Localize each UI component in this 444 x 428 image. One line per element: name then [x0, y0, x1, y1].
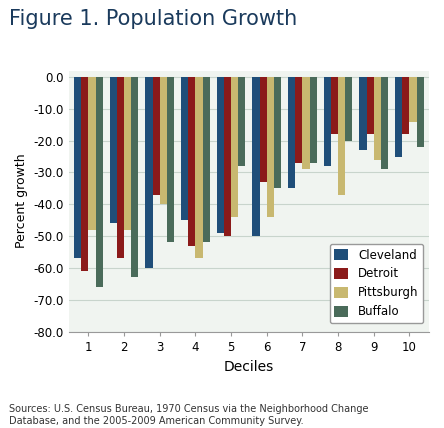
Bar	[195, 77, 202, 259]
Bar	[367, 77, 374, 134]
Bar	[167, 77, 174, 242]
Bar	[274, 77, 281, 188]
Bar	[345, 77, 353, 141]
Bar	[74, 77, 81, 259]
Bar	[302, 77, 309, 169]
Bar	[88, 77, 95, 230]
Bar	[267, 77, 274, 217]
Bar	[409, 77, 416, 122]
Legend: Cleveland, Detroit, Pittsburgh, Buffalo: Cleveland, Detroit, Pittsburgh, Buffalo	[329, 244, 423, 323]
Bar	[395, 77, 402, 157]
Bar	[295, 77, 302, 163]
Bar	[160, 77, 167, 204]
Bar	[253, 77, 260, 236]
Y-axis label: Percent growth: Percent growth	[15, 154, 28, 248]
Bar	[324, 77, 331, 166]
Bar	[416, 77, 424, 147]
Bar	[231, 77, 238, 217]
Bar	[381, 77, 388, 169]
Bar	[188, 77, 195, 246]
Bar	[360, 77, 367, 150]
Bar	[131, 77, 139, 277]
Bar	[260, 77, 267, 182]
Bar	[402, 77, 409, 134]
Bar	[338, 77, 345, 195]
Bar	[117, 77, 124, 259]
Bar	[331, 77, 338, 134]
Bar	[146, 77, 153, 268]
Text: Figure 1. Population Growth: Figure 1. Population Growth	[9, 9, 297, 29]
Bar	[288, 77, 295, 188]
Bar	[374, 77, 381, 160]
Text: Sources: U.S. Census Bureau, 1970 Census via the Neighborhood Change
Database, a: Sources: U.S. Census Bureau, 1970 Census…	[9, 404, 369, 426]
Bar	[153, 77, 160, 195]
Bar	[181, 77, 188, 220]
Bar	[202, 77, 210, 242]
Bar	[95, 77, 103, 287]
Bar	[124, 77, 131, 230]
Bar	[81, 77, 88, 271]
Bar	[110, 77, 117, 223]
X-axis label: Deciles: Deciles	[224, 360, 274, 374]
Bar	[309, 77, 317, 163]
Bar	[238, 77, 246, 166]
Bar	[217, 77, 224, 233]
Bar	[224, 77, 231, 236]
